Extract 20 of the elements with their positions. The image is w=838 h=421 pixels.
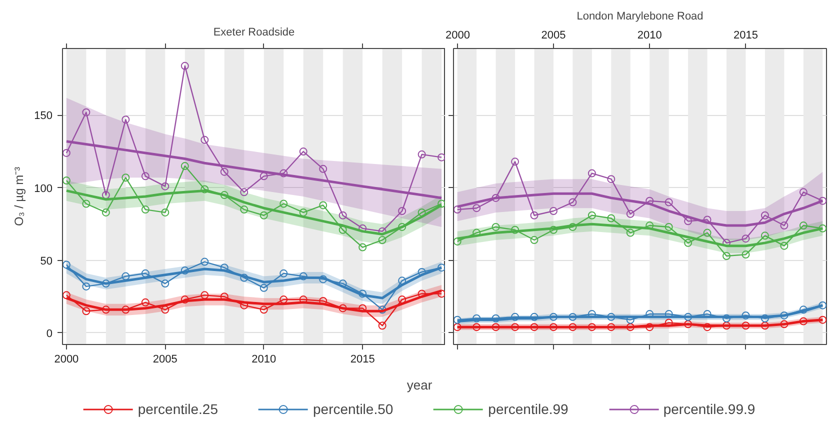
legend-label: percentile.99 bbox=[488, 400, 568, 416]
x-tick-label: 2000 bbox=[54, 354, 79, 366]
y-axis-title: O₃ / µg m⁻³ bbox=[12, 166, 26, 226]
x-tick-label: 2015 bbox=[734, 30, 758, 42]
x-tick-label: 2015 bbox=[350, 354, 375, 366]
y-tick-label: 150 bbox=[34, 110, 53, 122]
x-tick-label: 2005 bbox=[152, 354, 178, 366]
x-axis-title: year bbox=[406, 378, 433, 392]
x-tick-label: 2005 bbox=[541, 30, 566, 42]
chart-title: Exeter Roadside bbox=[213, 26, 295, 38]
x-tick-label: 2000 bbox=[446, 30, 470, 42]
legend-label: percentile.25 bbox=[138, 400, 218, 416]
legend-label: percentile.50 bbox=[312, 400, 394, 416]
legend-label: percentile.99.9 bbox=[663, 400, 756, 416]
chart-title: London Marylebone Road bbox=[576, 10, 704, 22]
x-tick-label: 2010 bbox=[252, 354, 276, 366]
x-tick-label: 2010 bbox=[637, 30, 662, 42]
y-tick-label: 0 bbox=[46, 328, 53, 340]
y-tick-label: 100 bbox=[34, 182, 53, 195]
y-tick-label: 50 bbox=[40, 255, 53, 268]
